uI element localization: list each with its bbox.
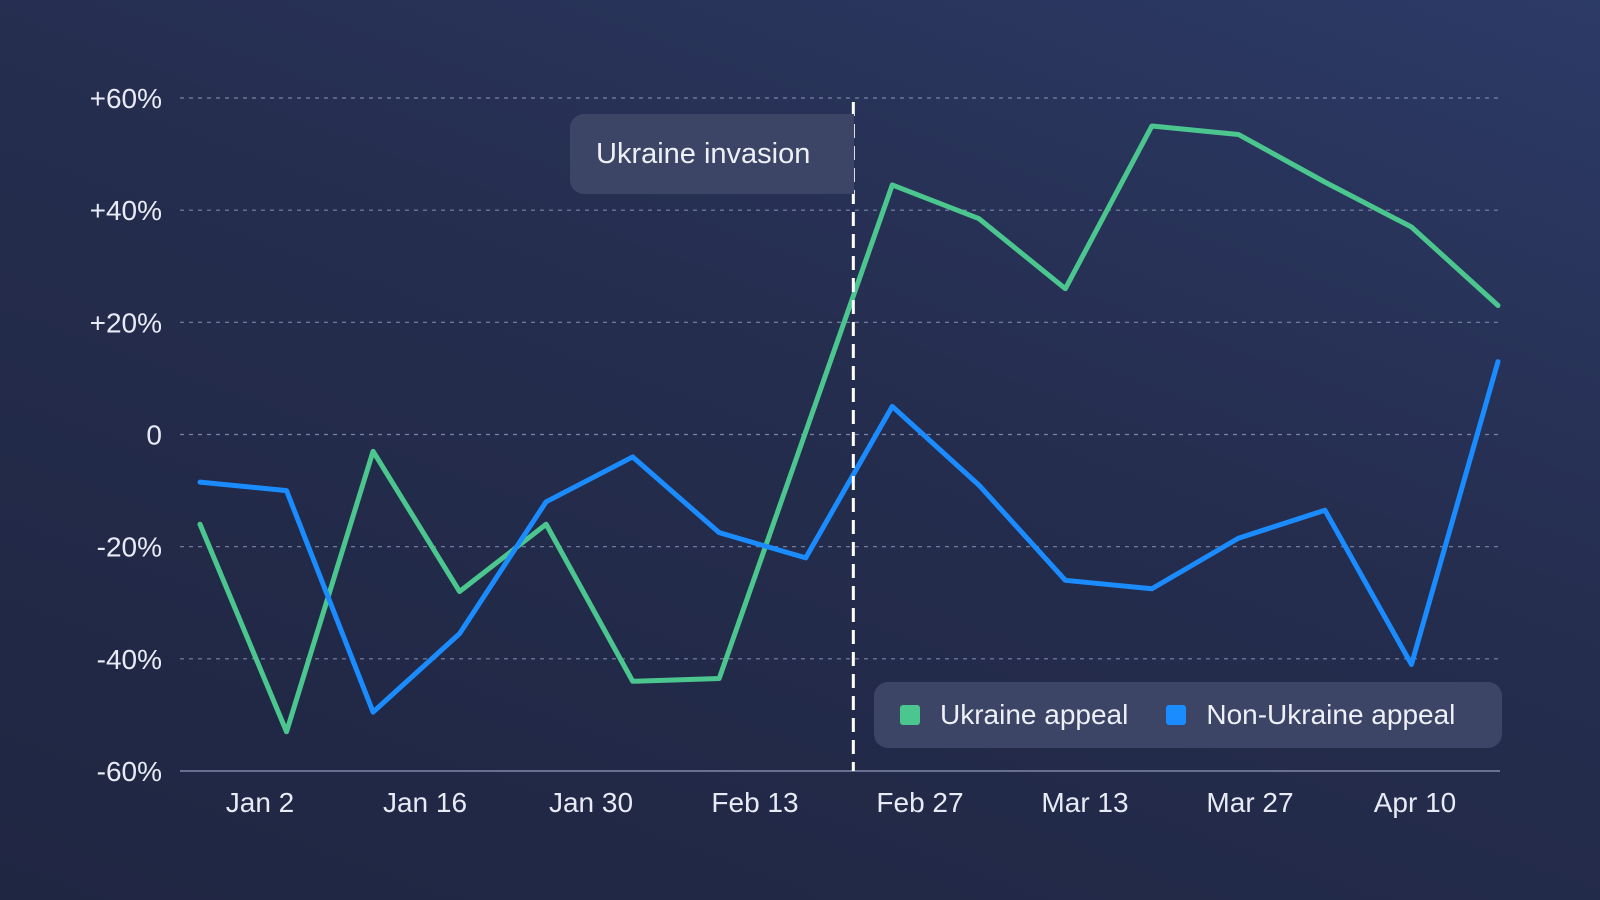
x-tick-label: Feb 13 [711, 787, 798, 818]
legend-swatch-ukraine [900, 705, 920, 725]
x-tick-label: Mar 27 [1206, 787, 1293, 818]
x-tick-label: Apr 10 [1374, 787, 1457, 818]
y-tick-label: +40% [90, 195, 162, 226]
legend-label: Non-Ukraine appeal [1206, 699, 1456, 730]
y-axis-ticks: +60% +40% +20% 0 -20% -40% -60% [90, 83, 162, 787]
x-axis-ticks: Jan 2 Jan 16 Jan 30 Feb 13 Feb 27 Mar 13 Mar 2… [226, 787, 1457, 818]
y-tick-label: 0 [146, 420, 162, 451]
grid-lines [180, 97, 1500, 772]
x-tick-label: Jan 2 [226, 787, 295, 818]
x-tick-label: Mar 13 [1041, 787, 1128, 818]
series-line-ukraine [197, 123, 1501, 735]
y-tick-label: -20% [97, 532, 162, 563]
y-tick-label: -60% [97, 756, 162, 787]
legend-item-non-ukraine[interactable]: Non-Ukraine appeal [1166, 699, 1455, 731]
y-tick-label: +60% [90, 83, 162, 114]
series-lines [197, 123, 1501, 735]
x-tick-label: Jan 16 [383, 787, 467, 818]
y-tick-label: -40% [97, 644, 162, 675]
legend-swatch-non-ukraine [1166, 705, 1187, 725]
legend-label: Ukraine appeal [940, 699, 1129, 730]
series-line-non-ukraine [197, 359, 1501, 715]
x-tick-label: Feb 27 [876, 787, 963, 818]
y-tick-label: +20% [90, 307, 162, 338]
legend-item-ukraine[interactable]: Ukraine appeal [900, 699, 1128, 731]
legend: Ukraine appeal Non-Ukraine appeal [874, 682, 1502, 748]
invasion-annotation: Ukraine invasion [570, 114, 854, 194]
x-tick-label: Jan 30 [549, 787, 633, 818]
annotation-label: Ukraine invasion [596, 137, 811, 170]
